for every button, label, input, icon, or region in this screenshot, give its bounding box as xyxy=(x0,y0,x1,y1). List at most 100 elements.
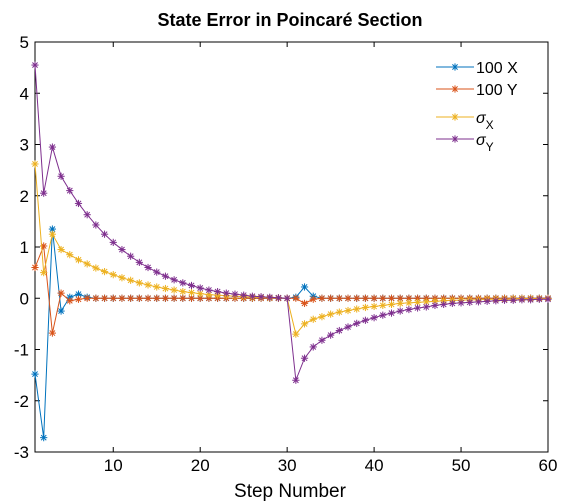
data-point xyxy=(309,343,317,351)
data-point xyxy=(344,323,352,331)
data-point xyxy=(518,296,526,304)
legend-swatch-marker xyxy=(451,135,459,143)
y-tick-label: -1 xyxy=(14,341,29,360)
series-line xyxy=(34,245,548,334)
data-point xyxy=(370,302,378,311)
data-point xyxy=(31,263,39,272)
legend-swatch-marker xyxy=(451,63,459,71)
data-point xyxy=(283,294,291,302)
data-point xyxy=(66,297,74,305)
data-point xyxy=(135,258,143,266)
data-point xyxy=(327,310,335,318)
data-point xyxy=(74,295,83,303)
data-point xyxy=(109,294,117,302)
x-tick-label: 10 xyxy=(104,456,123,475)
legend-item: σY xyxy=(436,132,494,154)
data-point xyxy=(300,320,309,328)
x-tick-label: 20 xyxy=(191,456,210,475)
legend-item: σX xyxy=(436,110,494,132)
data-point xyxy=(127,294,135,302)
y-tick-label: 5 xyxy=(20,33,29,52)
series-line xyxy=(34,65,548,381)
data-point xyxy=(135,279,143,287)
data-point xyxy=(179,294,187,302)
data-point xyxy=(396,294,404,302)
data-point xyxy=(361,303,370,312)
legend-label: 100 Y xyxy=(476,82,518,99)
plot-box xyxy=(34,41,549,453)
plot-axes: 10 20 30 40 50 60 -3 -2 -1 0 1 2 3 4 5 xyxy=(14,33,558,475)
data-point xyxy=(335,294,343,302)
data-point xyxy=(187,281,196,290)
data-point xyxy=(57,172,65,180)
series-line xyxy=(34,229,548,438)
data-point xyxy=(144,294,152,302)
data-point xyxy=(57,289,65,297)
legend-swatch-marker xyxy=(451,113,459,121)
data-point xyxy=(353,305,361,313)
x-tick-label: 50 xyxy=(452,456,471,475)
legend-swatch-marker xyxy=(451,85,459,93)
data-point xyxy=(335,326,343,335)
data-point xyxy=(57,307,65,315)
y-tick-label: -3 xyxy=(14,443,29,462)
data-point xyxy=(309,295,317,303)
data-point xyxy=(361,294,370,302)
data-point xyxy=(31,160,39,168)
data-point xyxy=(92,294,100,302)
data-point xyxy=(135,294,143,302)
data-point xyxy=(161,294,170,302)
data-point xyxy=(92,264,100,272)
data-point xyxy=(248,292,256,300)
data-point xyxy=(335,308,343,316)
data-point xyxy=(353,294,361,302)
legend-item: 100 X xyxy=(436,60,518,77)
data-point xyxy=(292,294,300,302)
data-point xyxy=(109,271,117,279)
data-point xyxy=(240,291,248,299)
data-point xyxy=(422,303,430,311)
series-layer xyxy=(31,61,552,442)
data-point xyxy=(213,287,222,296)
series-line xyxy=(34,163,548,336)
data-point xyxy=(92,221,100,229)
data-point xyxy=(222,289,230,297)
data-point xyxy=(83,260,91,268)
y-tick-label: 1 xyxy=(20,238,29,257)
x-tick-label: 30 xyxy=(278,456,297,475)
data-point xyxy=(48,230,56,238)
data-point xyxy=(48,329,56,337)
series-3 xyxy=(31,160,552,338)
data-point xyxy=(118,294,126,302)
data-point xyxy=(318,294,326,302)
series-1 xyxy=(31,225,552,442)
data-point xyxy=(153,268,161,276)
data-point xyxy=(57,245,65,254)
data-point xyxy=(483,297,491,305)
data-point xyxy=(100,294,109,302)
data-point xyxy=(292,376,300,384)
data-point xyxy=(153,283,161,291)
data-point xyxy=(318,336,326,344)
chart-title: State Error in Poincaré Section xyxy=(157,10,422,30)
data-point xyxy=(266,293,274,301)
data-point xyxy=(405,305,413,314)
data-point xyxy=(40,189,48,197)
data-point xyxy=(344,294,352,302)
data-point xyxy=(527,296,535,304)
data-point xyxy=(48,143,56,151)
data-point xyxy=(274,294,283,302)
data-point xyxy=(66,187,74,195)
data-point xyxy=(327,294,335,302)
series-2 xyxy=(31,242,552,337)
data-point xyxy=(405,299,413,307)
data-point xyxy=(300,283,309,291)
data-point xyxy=(344,306,352,315)
data-point xyxy=(396,307,404,315)
data-point xyxy=(257,293,265,301)
data-point xyxy=(231,290,239,298)
data-point xyxy=(300,299,309,307)
y-tick-label: 2 xyxy=(20,187,29,206)
